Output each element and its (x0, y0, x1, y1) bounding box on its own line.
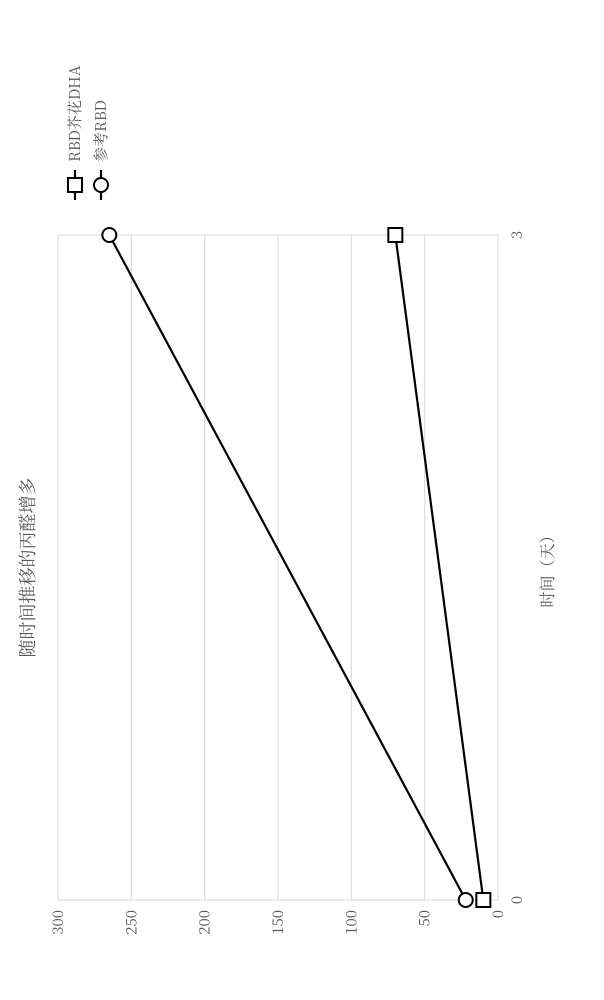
y-tick-label: 300 (47, 910, 68, 935)
series-line-1 (109, 235, 465, 900)
legend-marker-square (68, 178, 82, 192)
chart-title: 随时间推移的丙醛增多 (14, 478, 40, 658)
x-axis-title: 时间（天） (535, 527, 558, 607)
x-tick-label: 0 (506, 896, 527, 904)
series-line-0 (395, 235, 483, 900)
marker-square (388, 228, 402, 242)
page-stage: 随时间推移的丙醛增多 0 50 100 150 200 250 300 0 3 时间（天） RBD芥花… (0, 0, 604, 1000)
y-tick-label: 100 (340, 910, 361, 935)
line-chart: 随时间推移的丙醛增多 0 50 100 150 200 250 300 0 3 时间（天） RBD芥花… (0, 0, 604, 1000)
legend-label: RBD芥花DHA (64, 65, 85, 162)
legend-label: 参考RBD (90, 100, 111, 162)
y-tick-label: 250 (120, 910, 141, 935)
legend-marker-circle (94, 178, 108, 192)
y-tick-label: 200 (194, 910, 215, 935)
marker-circle (102, 228, 116, 242)
chart-container: 随时间推移的丙醛增多 0 50 100 150 200 250 300 0 3 时间（天） RBD芥花… (0, 0, 604, 1000)
marker-circle (459, 893, 473, 907)
y-tick-label: 150 (267, 910, 288, 935)
marker-square (476, 893, 490, 907)
y-tick-label: 50 (414, 910, 435, 927)
x-tick-label: 3 (506, 231, 527, 239)
y-tick-label: 0 (487, 910, 508, 918)
